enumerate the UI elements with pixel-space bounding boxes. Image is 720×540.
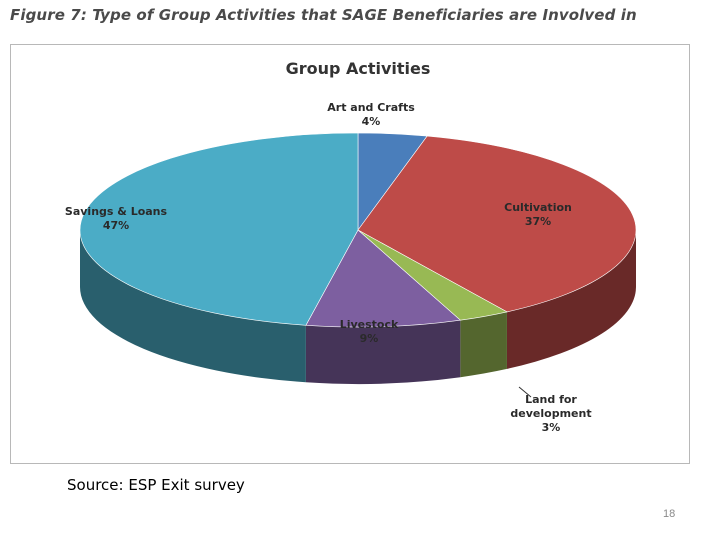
- pie-label-savings-and-loans: Savings & Loans 47%: [65, 205, 168, 232]
- pie-slice-savings-and-loans: [79, 132, 359, 326]
- pie-labels: Art and Crafts 4% Cultivation 37% Land for de…: [65, 101, 592, 434]
- pie-label-cultivation: Cultivation 37%: [504, 201, 572, 228]
- chart-area: Group Activities Art and Crafts 4% Cultiva…: [10, 44, 690, 464]
- figure-caption: Figure 7: Type of Group Activities that …: [10, 6, 637, 24]
- pie-slice-livestock: [305, 229, 462, 328]
- pie-side-livestock: [305, 320, 461, 384]
- pie-label-art-and-crafts: Art and Crafts 4%: [327, 101, 415, 128]
- pie-tops: [79, 132, 637, 328]
- pie-sides: [80, 230, 636, 384]
- pie-side-savings-and-loans: [80, 230, 306, 383]
- page-number: 18: [663, 508, 676, 520]
- pie-side-cultivation: [506, 230, 636, 369]
- pie-chart: Group Activities Art and Crafts 4% Cultiva…: [65, 59, 637, 434]
- pie-label-land-for-development: Land for development 3%: [510, 393, 591, 434]
- pie-side-land-for-development: [460, 311, 507, 378]
- leader-line-land-for-development: [518, 386, 532, 398]
- source-note: Source: ESP Exit survey: [67, 476, 245, 494]
- chart-title: Group Activities: [286, 59, 431, 78]
- pie-label-livestock: Livestock 9%: [340, 318, 399, 345]
